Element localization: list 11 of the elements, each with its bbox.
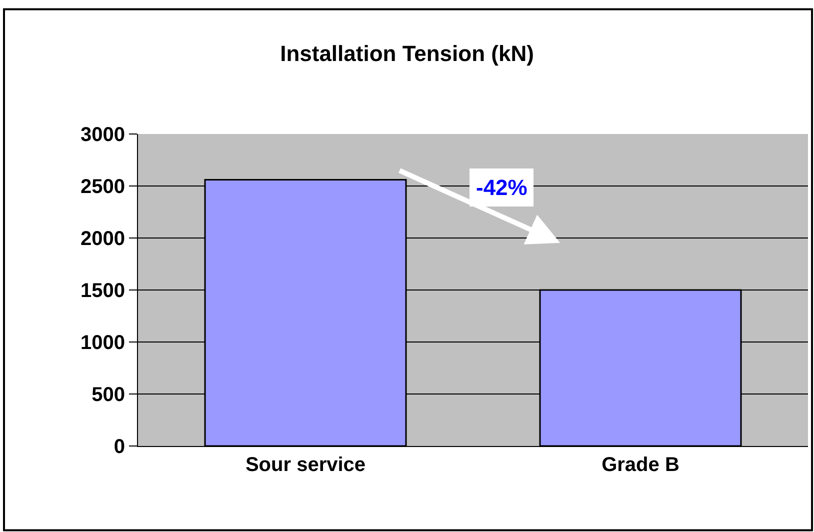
y-tick-label: 500 (92, 384, 125, 406)
y-tick-label: 0 (114, 436, 125, 458)
y-tick-label: 2500 (80, 176, 125, 198)
x-tick-label: Grade B (602, 454, 680, 476)
y-tick-label: 1000 (80, 332, 125, 354)
x-tick-label: Sour service (245, 454, 366, 476)
annotation: -42% (476, 175, 528, 200)
y-tick-label: 2000 (80, 228, 125, 250)
y-tick-label: 1500 (80, 280, 125, 302)
y-tick-label: 3000 (80, 124, 125, 146)
chart-title: Installation Tension (kN) (280, 40, 534, 66)
